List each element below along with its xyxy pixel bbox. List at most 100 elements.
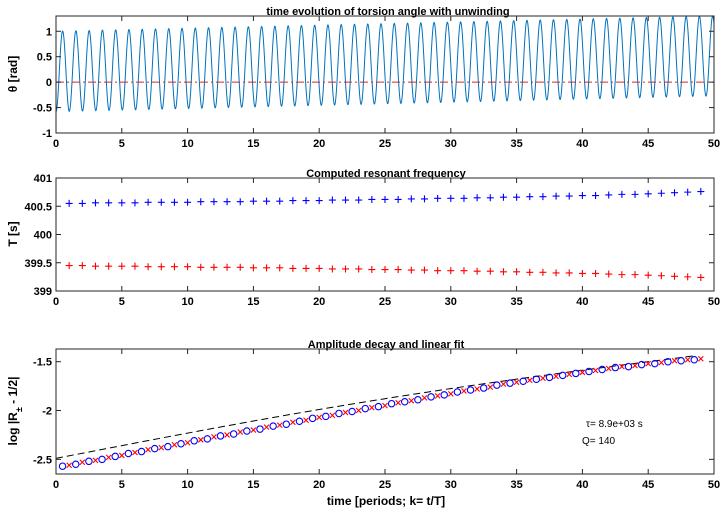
plus-marker: [460, 194, 468, 202]
plus-marker: [539, 193, 547, 201]
circle-marker: [190, 437, 198, 445]
plus-marker: [355, 265, 363, 273]
plus-marker: [144, 198, 152, 206]
plus-marker: [368, 195, 376, 203]
x-marker: [158, 444, 165, 451]
x-marker: [303, 417, 309, 424]
y-tick-label: -1.5: [33, 357, 52, 369]
plus-marker: [605, 270, 613, 278]
plus-marker: [197, 198, 205, 206]
plus-marker: [210, 263, 218, 271]
plus-marker: [499, 268, 507, 276]
y-axis-label: log |R± - 1/2|: [6, 376, 24, 445]
chart-title: Amplitude decay and linear fit: [308, 339, 465, 351]
plus-marker: [289, 264, 297, 272]
x-marker: [197, 436, 204, 443]
plus-marker: [618, 190, 626, 198]
x-marker: [408, 397, 415, 404]
y-axis-label: θ [rad]: [6, 56, 20, 93]
plus-marker: [394, 195, 402, 203]
plus-marker: [552, 269, 560, 277]
plus-marker: [447, 267, 455, 275]
x-tick-label: 25: [379, 479, 391, 491]
circle-marker: [203, 435, 212, 443]
x-marker: [368, 404, 375, 411]
plus-marker: [671, 189, 679, 197]
x-tick-label: 45: [642, 138, 654, 150]
x-marker: [540, 375, 546, 382]
circle-marker: [216, 432, 225, 440]
chart-title: Computed resonant frequency: [306, 168, 466, 180]
plus-marker: [236, 198, 244, 206]
x-marker: [553, 373, 559, 380]
circle-marker: [506, 379, 514, 387]
chart-title: time evolution of torsion angle with unw…: [266, 6, 509, 18]
plus-marker: [236, 263, 244, 271]
x-tick-label: 0: [53, 479, 59, 491]
circle-marker: [374, 402, 383, 411]
plus-marker: [631, 271, 639, 279]
plus-marker: [671, 272, 679, 280]
plus-marker: [552, 192, 560, 200]
circle-marker: [558, 371, 567, 380]
y-tick-label: 400: [34, 230, 52, 242]
x-tick-label: 50: [708, 479, 720, 491]
plus-marker: [460, 267, 468, 275]
plus-marker: [223, 198, 231, 206]
plus-marker: [105, 262, 113, 270]
x-marker: [566, 371, 573, 378]
circle-marker: [177, 439, 185, 448]
q-annotation: Q= 140: [582, 436, 616, 447]
plus-marker: [565, 269, 573, 277]
x-tick-label: 45: [642, 296, 654, 308]
circle-marker: [111, 452, 119, 461]
plus-marker: [65, 262, 73, 270]
x-marker: [184, 439, 191, 446]
x-marker: [697, 355, 704, 362]
x-marker: [237, 429, 244, 435]
x-marker: [355, 407, 362, 414]
plus-marker: [684, 188, 692, 196]
circle-marker: [545, 373, 554, 382]
y-tick-label: -0.5: [33, 103, 52, 115]
plus-marker: [434, 194, 442, 202]
x-marker: [211, 434, 217, 440]
x-marker: [342, 409, 349, 416]
circle-marker: [466, 386, 475, 394]
x-tick-label: 5: [119, 138, 125, 150]
x-tick-label: 40: [576, 479, 588, 491]
plus-marker: [210, 198, 218, 206]
x-tick-label: 35: [510, 479, 522, 491]
plus-marker: [289, 197, 297, 205]
plus-marker: [644, 190, 652, 198]
plus-marker: [486, 194, 494, 202]
x-tick-label: 45: [642, 479, 654, 491]
x-tick-label: 25: [379, 138, 391, 150]
plus-marker: [565, 192, 573, 200]
circle-marker: [295, 417, 304, 426]
circle-marker: [624, 362, 633, 371]
x-tick-label: 50: [708, 296, 720, 308]
circle-marker: [58, 462, 67, 470]
plus-marker: [420, 195, 428, 203]
plus-marker: [118, 199, 126, 207]
circle-marker: [164, 442, 172, 451]
plus-marker: [355, 196, 363, 204]
circle-marker: [427, 393, 435, 401]
x-tick-label: 15: [247, 296, 259, 308]
plus-marker: [394, 266, 402, 274]
plus-marker: [170, 198, 178, 206]
x-tick-label: 25: [379, 296, 391, 308]
tau-annotation: τ= 8.9e+03 s: [586, 419, 643, 430]
plus-marker: [407, 195, 415, 203]
x-tick-label: 40: [576, 296, 588, 308]
circle-marker: [414, 396, 422, 404]
circle-marker: [440, 391, 448, 399]
plus-marker: [697, 188, 705, 196]
x-marker: [145, 446, 152, 453]
plus-marker: [184, 198, 192, 206]
circle-marker: [124, 449, 133, 458]
circle-marker: [348, 407, 356, 416]
circle-marker: [243, 427, 251, 435]
